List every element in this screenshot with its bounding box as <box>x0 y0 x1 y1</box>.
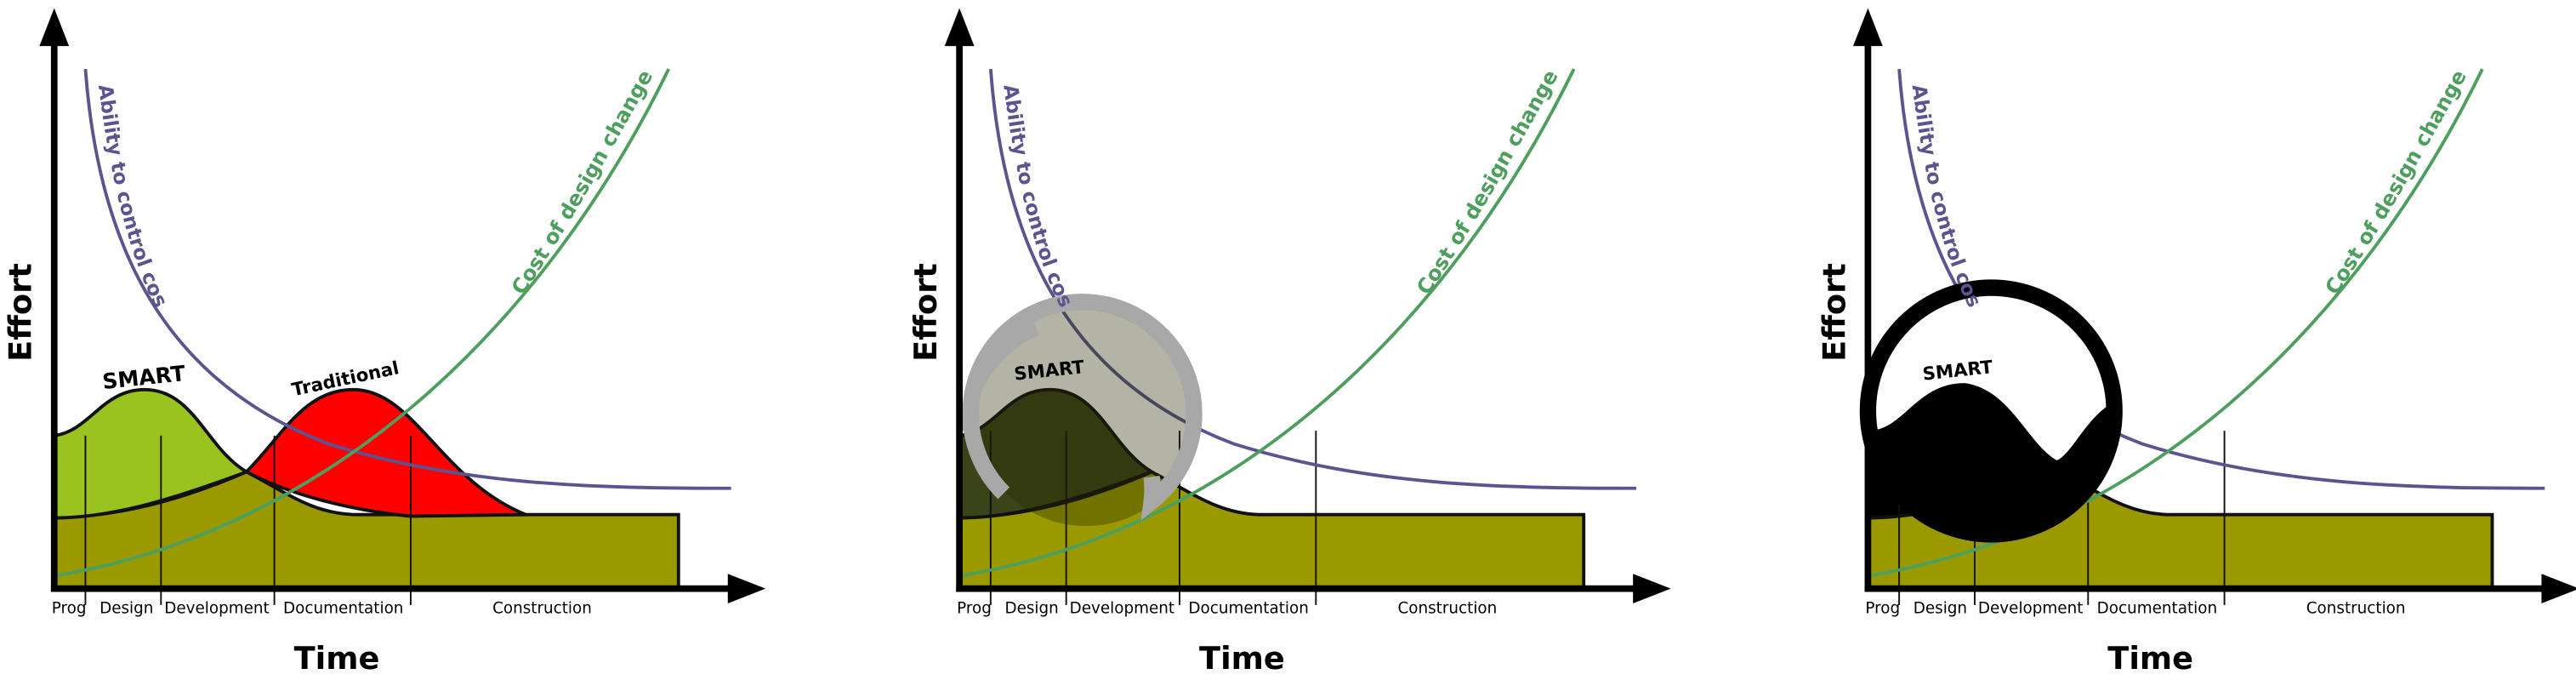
phase-label: Documentation <box>1188 600 1308 618</box>
ability-curve <box>83 69 731 490</box>
x-arrow <box>2541 574 2576 603</box>
y-axis-label: Effort <box>3 263 39 362</box>
phase-label: Design <box>100 600 153 618</box>
cost-label: Cost of design changes <box>0 0 657 299</box>
y-axis-label: Effort <box>907 263 944 362</box>
y-axis-label: Effort <box>1816 263 1852 362</box>
cost-label-path: Cost of design changes <box>0 0 657 299</box>
phase-label: Construction <box>2306 600 2406 618</box>
cost-curve <box>57 68 670 578</box>
y-arrow <box>1853 8 1883 47</box>
panel: Effort Time Prog Design Development Documenta… <box>899 0 1671 677</box>
x-axis-label: Time <box>294 640 380 677</box>
ability-curve <box>1897 69 2545 490</box>
phase-label: Development <box>1978 600 2084 618</box>
cost-label: Cost of design changes <box>1807 0 2471 299</box>
x-axis-label: Time <box>2107 640 2193 677</box>
cost-label-path: Cost of design changes <box>899 0 1563 299</box>
x-arrow <box>1633 574 1671 603</box>
phase-label: Documentation <box>283 600 403 618</box>
cost-curve <box>1870 68 2484 578</box>
x-axis-label: Time <box>1199 640 1285 677</box>
y-arrow <box>944 8 975 47</box>
phase-label: Prog <box>957 600 992 618</box>
phase-label: Construction <box>492 600 592 618</box>
cost-curve <box>962 68 1576 578</box>
phase-label: Design <box>1004 600 1058 618</box>
smart-hump <box>52 387 251 520</box>
focus-shade <box>974 302 1198 527</box>
cost-label: Cost of design changes <box>899 0 1563 299</box>
x-arrow <box>727 574 766 603</box>
focus-ring-inner <box>958 323 1040 431</box>
peak-label: SMART <box>101 361 186 394</box>
panel: Effort Time Prog Design Development Documenta… <box>1807 0 2576 677</box>
panel: Effort Time Prog Design Development Documenta… <box>0 0 766 677</box>
cost-label-path: Cost of design changes <box>1807 0 2471 299</box>
phase-label: Prog <box>1865 600 1900 618</box>
phase-label: Prog <box>52 600 87 618</box>
y-arrow <box>39 8 70 47</box>
phase-label: Development <box>1070 600 1175 618</box>
phase-label: Development <box>164 600 270 618</box>
ability-curve <box>988 69 1637 490</box>
phase-label: Construction <box>1397 600 1497 618</box>
traditional-hump <box>243 387 526 518</box>
phase-label: Design <box>1914 600 1967 618</box>
phase-label: Documentation <box>2097 600 2217 618</box>
